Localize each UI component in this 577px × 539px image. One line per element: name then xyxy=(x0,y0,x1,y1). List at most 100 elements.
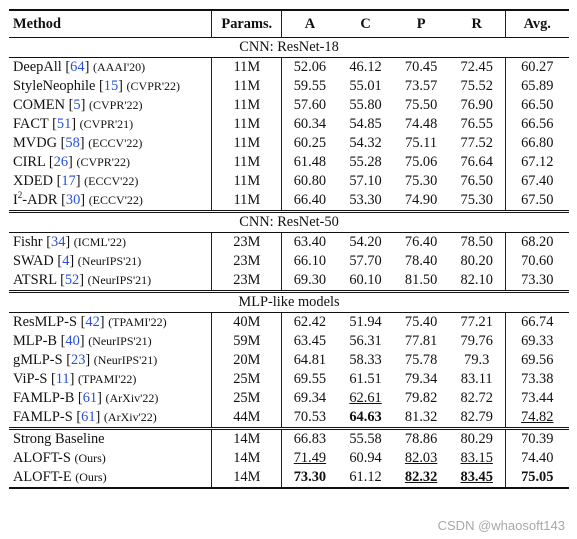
p-cell: 75.11 xyxy=(405,135,438,151)
citation-link[interactable]: [34] xyxy=(46,234,71,250)
citation-link[interactable]: [61] xyxy=(76,409,101,425)
r-cell: 72.45 xyxy=(460,59,493,75)
avg-cell: 73.30 xyxy=(504,271,569,292)
method-cell: ALOFT-E (Ours) xyxy=(9,468,212,488)
c-cell: 54.32 xyxy=(349,135,382,151)
p-cell: 79.82 xyxy=(404,390,438,406)
method-name: CIRL xyxy=(13,154,46,170)
method-cell: StyleNeophile [15] (CVPR'22) xyxy=(9,77,212,96)
a-cell: 66.83 xyxy=(293,431,327,447)
p-cell: 79.34 xyxy=(404,371,438,387)
avg-cell: 66.50 xyxy=(504,96,569,115)
citation-link[interactable]: [23] xyxy=(66,352,91,368)
table-row: Fishr [34] (ICML'22) 23M 63.40 54.20 76.40 78… xyxy=(9,232,569,252)
citation-link[interactable]: [42] xyxy=(80,314,105,330)
watermark: CSDN @whaosoft143 xyxy=(437,518,565,533)
table-row: XDED [17] (ECCV'22) 11M 60.80 57.10 75.30 76.… xyxy=(9,172,569,191)
method-cell: ATSRL [52] (NeurIPS'21) xyxy=(9,271,212,292)
method-cell: MVDG [58] (ECCV'22) xyxy=(9,134,212,153)
header-params: Params. xyxy=(211,10,283,38)
avg-cell: 67.40 xyxy=(504,172,569,191)
r-cell: 82.79 xyxy=(460,409,493,425)
method-cell: ResMLP-S [42] (TPAMI'22) xyxy=(9,313,212,333)
avg-cell: 73.38 xyxy=(504,370,569,389)
venue: (CVPR'22) xyxy=(89,98,143,112)
section-header-mlp: MLP-like models xyxy=(9,291,569,313)
citation-link[interactable]: [17] xyxy=(56,173,81,189)
citation-link[interactable]: [52] xyxy=(60,272,85,288)
a-cell: 70.53 xyxy=(293,409,327,425)
params-cell: 23M xyxy=(211,232,283,252)
method-cell: ALOFT-S (Ours) xyxy=(9,449,212,468)
method-cell: FAMLP-B [61] (ArXiv'22) xyxy=(9,389,212,408)
citation-link[interactable]: [26] xyxy=(48,154,73,170)
a-cell: 71.49 xyxy=(293,450,327,466)
venue: (TPAMI'22) xyxy=(108,315,167,329)
method-cell: Strong Baseline xyxy=(9,429,212,450)
avg-cell: 66.56 xyxy=(504,115,569,134)
citation-link[interactable]: [40] xyxy=(60,333,85,349)
r-cell: 83.15 xyxy=(460,450,493,466)
c-cell: 57.10 xyxy=(349,173,382,189)
section-title: CNN: ResNet-18 xyxy=(9,37,569,58)
r-cell: 80.20 xyxy=(460,253,493,269)
citation-link[interactable]: [51] xyxy=(52,116,77,132)
table-row: DeepAll [64] (AAAI'20) 11M 52.06 46.12 70.45… xyxy=(9,57,569,78)
venue: (Ours) xyxy=(74,451,106,465)
method-cell: SWAD [4] (NeurIPS'21) xyxy=(9,252,212,271)
citation-link[interactable]: [61] xyxy=(77,390,102,406)
table-row: ALOFT-E (Ours) 14M 73.30 61.12 82.32 83.45 75.… xyxy=(9,468,569,488)
c-cell: 58.33 xyxy=(349,352,382,368)
params-cell: 11M xyxy=(211,115,283,134)
citation-link[interactable]: [5] xyxy=(68,97,86,113)
table-row: Strong Baseline 14M 66.83 55.58 78.86 80.29 7… xyxy=(9,428,569,450)
params-cell: 23M xyxy=(211,271,283,292)
section-header-resnet50: CNN: ResNet-50 xyxy=(9,211,569,233)
method-name: ViP-S xyxy=(13,371,48,387)
avg-cell: 60.27 xyxy=(504,57,569,77)
params-cell: 25M xyxy=(211,370,283,389)
citation-link[interactable]: [15] xyxy=(98,78,123,94)
params-cell: 23M xyxy=(211,252,283,271)
header-a: A xyxy=(304,16,316,32)
a-cell: 69.34 xyxy=(293,390,327,406)
method-name: ATSRL xyxy=(13,272,57,288)
venue: (AAAI'20) xyxy=(92,60,146,74)
citation-link[interactable]: [30] xyxy=(61,192,86,208)
p-cell: 81.32 xyxy=(404,409,438,425)
method-cell: DeepAll [64] (AAAI'20) xyxy=(9,58,212,78)
c-cell: 62.61 xyxy=(349,390,382,406)
method-name: gMLP-S xyxy=(13,352,63,368)
method-cell: FACT [51] (CVPR'21) xyxy=(9,115,212,134)
method-name: FACT xyxy=(13,116,49,132)
p-cell: 73.57 xyxy=(404,78,438,94)
a-cell: 60.34 xyxy=(293,116,327,132)
params-cell: 44M xyxy=(211,408,283,429)
c-cell: 60.94 xyxy=(349,450,382,466)
method-cell: COMEN [5] (CVPR'22) xyxy=(9,96,212,115)
method-name: I xyxy=(13,192,18,208)
p-cell: 81.50 xyxy=(404,272,438,288)
avg-cell: 68.20 xyxy=(504,232,569,252)
venue: (Ours) xyxy=(75,470,107,484)
p-cell: 82.32 xyxy=(404,469,438,485)
citation-link[interactable]: [58] xyxy=(60,135,85,151)
citation-link[interactable]: [64] xyxy=(65,59,90,75)
a-cell: 66.40 xyxy=(293,192,327,208)
r-cell: 79.76 xyxy=(460,333,493,349)
citation-link[interactable]: [11] xyxy=(50,371,75,387)
citation-link[interactable]: [4] xyxy=(57,253,75,269)
results-table: Method Params. A C P R Avg. CNN: ResNet-… xyxy=(9,9,569,489)
method-name: DeepAll xyxy=(13,59,62,75)
a-cell: 52.06 xyxy=(293,59,327,75)
header-p: P xyxy=(416,16,426,32)
method-name: XDED xyxy=(13,173,53,189)
c-cell: 55.80 xyxy=(349,97,382,113)
avg-cell: 74.40 xyxy=(504,449,569,468)
c-cell: 53.30 xyxy=(349,192,382,208)
table-row: FACT [51] (CVPR'21) 11M 60.34 54.85 74.48 76.… xyxy=(9,115,569,134)
params-cell: 11M xyxy=(211,134,283,153)
r-cell: 76.55 xyxy=(460,116,493,132)
p-cell: 75.78 xyxy=(404,352,438,368)
method-cell: CIRL [26] (CVPR'22) xyxy=(9,153,212,172)
